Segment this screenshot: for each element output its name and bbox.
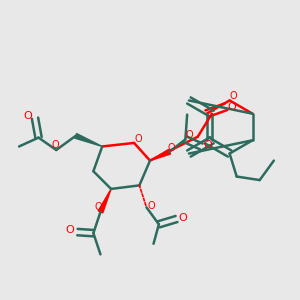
Text: O: O (178, 213, 187, 223)
Text: O: O (203, 140, 212, 150)
Text: O: O (229, 91, 237, 101)
Text: O: O (148, 201, 155, 211)
Polygon shape (98, 189, 111, 213)
Text: O: O (185, 130, 193, 140)
Text: O: O (134, 134, 142, 144)
Text: O: O (167, 142, 175, 152)
Polygon shape (75, 134, 102, 146)
Text: O: O (65, 225, 74, 235)
Text: O: O (24, 111, 32, 122)
Text: O: O (95, 202, 103, 212)
Text: O: O (227, 102, 236, 112)
Text: O: O (52, 140, 59, 150)
Polygon shape (150, 149, 170, 161)
